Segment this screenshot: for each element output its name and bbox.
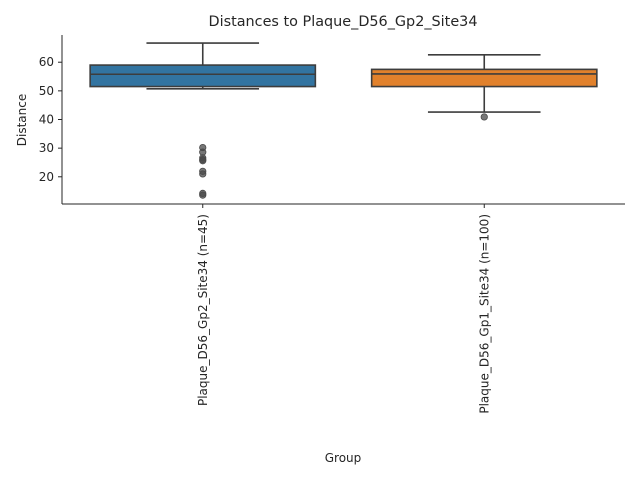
x-axis-label: Group xyxy=(325,451,362,465)
box-group xyxy=(370,53,598,121)
box-group xyxy=(89,42,317,199)
box-iqr xyxy=(89,64,317,88)
x-tick-label: Plaque_D56_Gp2_Site34 (n=45) xyxy=(196,214,210,406)
y-tick-label: 30 xyxy=(39,141,54,155)
outlier-point xyxy=(199,170,207,178)
y-tick-group: 20 30 40 50 60 xyxy=(39,55,62,184)
plot-area xyxy=(89,42,598,199)
y-tick-label: 60 xyxy=(39,55,54,69)
y-tick-label: 50 xyxy=(39,84,54,98)
box-iqr xyxy=(370,68,598,88)
y-tick-label: 40 xyxy=(39,113,54,127)
y-tick-label: 20 xyxy=(39,170,54,184)
x-tick-label: Plaque_D56_Gp1_Site34 (n=100) xyxy=(477,214,491,414)
chart-title: Distances to Plaque_D56_Gp2_Site34 xyxy=(209,14,478,30)
outlier-point xyxy=(199,191,207,199)
y-axis-label: Distance xyxy=(15,94,29,146)
x-tick-group: Plaque_D56_Gp2_Site34 (n=45) Plaque_D56_G… xyxy=(196,204,491,414)
outlier-point xyxy=(199,157,207,165)
outlier-point xyxy=(480,113,488,121)
